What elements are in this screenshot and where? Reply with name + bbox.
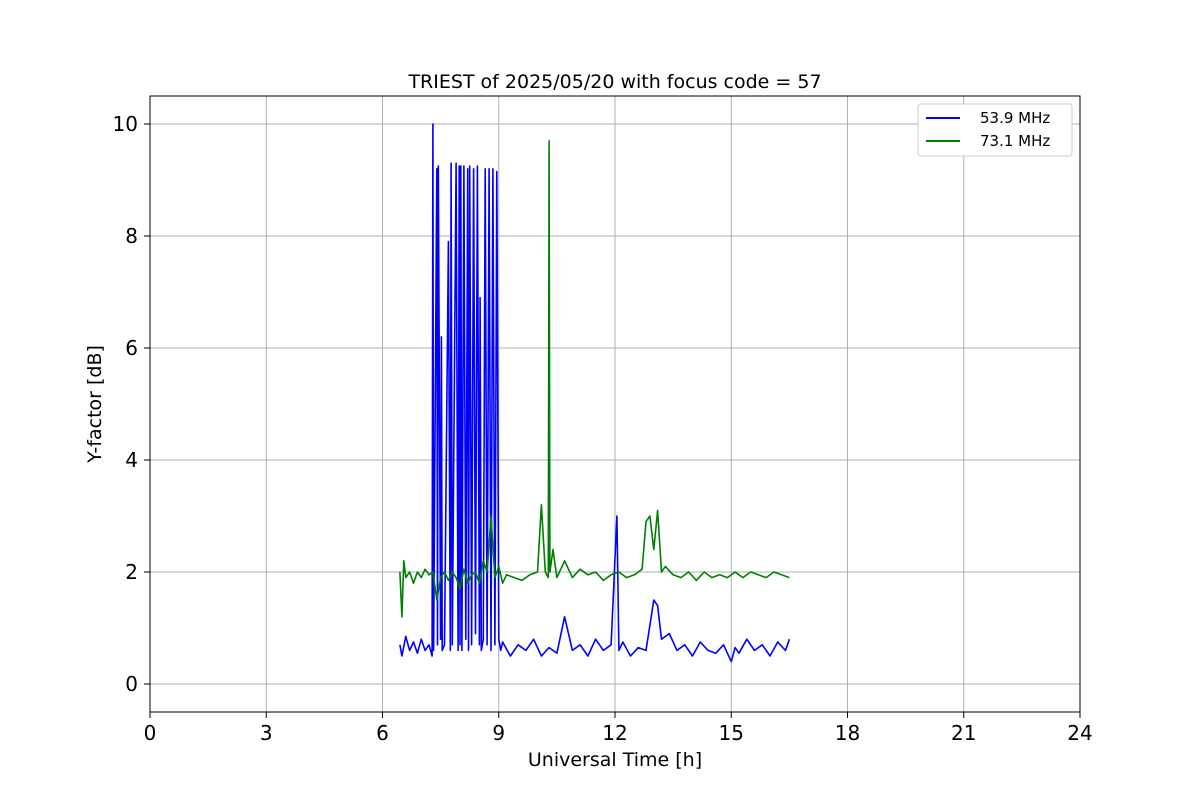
- series-line-0: [399, 123, 791, 663]
- x-tick-label: 12: [602, 721, 627, 745]
- x-tick-label: 6: [376, 721, 389, 745]
- x-tick-label: 24: [1067, 721, 1092, 745]
- x-tick-label: 0: [144, 721, 157, 745]
- y-tick-label: 10: [113, 112, 138, 136]
- chart-title: TRIEST of 2025/05/20 with focus code = 5…: [407, 71, 821, 93]
- legend: 53.9 MHz 73.1 MHz: [917, 103, 1073, 157]
- x-axis-label: Universal Time [h]: [528, 749, 702, 771]
- plot-area: [399, 123, 791, 663]
- y-tick-label: 0: [125, 672, 138, 696]
- x-tick-label: 18: [835, 721, 860, 745]
- series-line-1: [399, 140, 790, 618]
- legend-label-1: 73.1 MHz: [980, 132, 1050, 150]
- x-tick-label: 21: [951, 721, 976, 745]
- y-tick-label: 6: [125, 336, 138, 360]
- x-tick-label: 3: [260, 721, 273, 745]
- y-tick-label: 8: [125, 224, 138, 248]
- x-tick-label: 15: [719, 721, 744, 745]
- y-axis-label: Y-factor [dB]: [84, 345, 106, 464]
- legend-label-0: 53.9 MHz: [980, 109, 1050, 127]
- y-tick-label: 4: [125, 448, 138, 472]
- x-tick-label: 9: [492, 721, 505, 745]
- y-tick-label: 2: [125, 560, 138, 584]
